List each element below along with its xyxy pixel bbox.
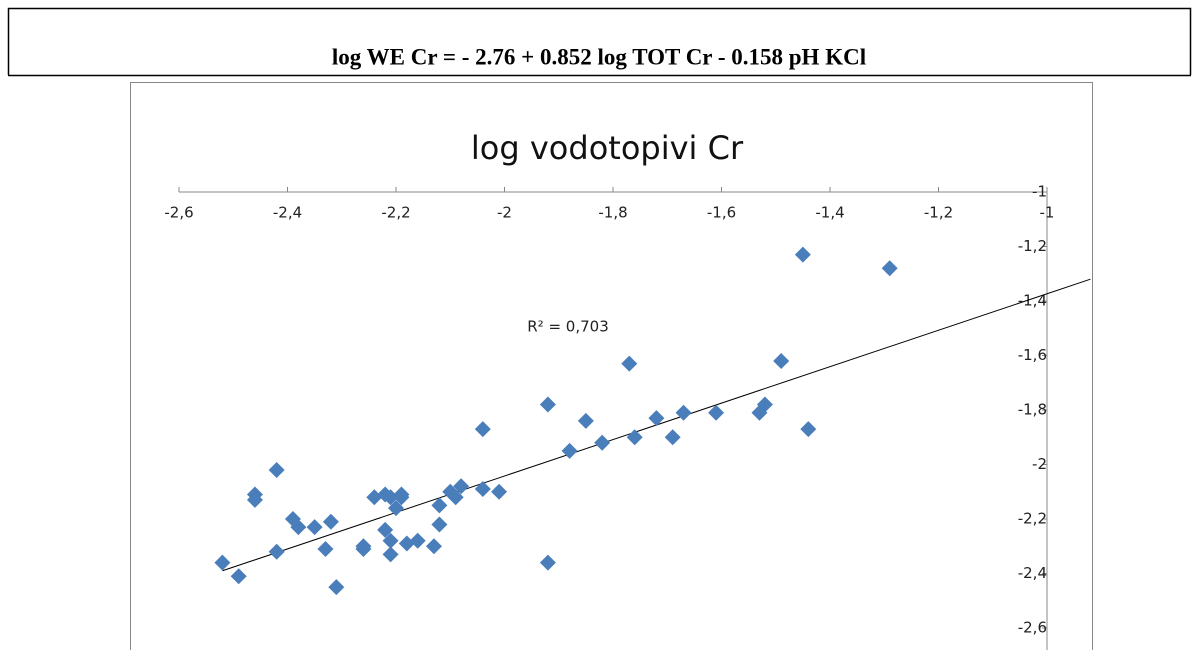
x-tick-label: -2,4 [273, 204, 302, 222]
data-point [366, 489, 383, 506]
data-point [393, 486, 410, 503]
y-tick-label: -2,4 [1018, 564, 1047, 582]
data-point [306, 519, 323, 536]
x-tick-label: -2 [497, 204, 512, 222]
x-tick-label: -1,6 [707, 204, 736, 222]
equation: log WE Cr = - 2.76 + 0.852 log TOT Cr - … [332, 44, 866, 69]
y-tick-label: -1,4 [1018, 292, 1047, 310]
data-point [800, 421, 817, 438]
data-point [447, 489, 464, 506]
data-point [317, 540, 334, 557]
y-tick-label: -2,6 [1018, 619, 1047, 637]
data-point [214, 554, 231, 571]
data-point [648, 410, 665, 427]
data-point [246, 491, 263, 508]
data-point [621, 355, 638, 372]
data-point [708, 404, 725, 421]
data-point [539, 396, 556, 413]
data-point [355, 540, 372, 557]
chart-frame [130, 82, 1093, 650]
document-frame [7, 7, 1192, 77]
data-point [268, 461, 285, 478]
data-point [794, 246, 811, 263]
x-tick-label: -2,2 [381, 204, 410, 222]
data-point [491, 483, 508, 500]
chart-title: log vodotopivi Cr [471, 129, 744, 167]
x-tick-label: -1 [1040, 204, 1055, 222]
data-point [431, 497, 448, 514]
x-tick-label: -2,6 [164, 204, 193, 222]
data-point [322, 513, 339, 530]
data-point [398, 535, 415, 552]
data-point [675, 404, 692, 421]
data-point [377, 521, 394, 538]
data-point [409, 532, 426, 549]
data-point [577, 412, 594, 429]
data-point [425, 538, 442, 555]
data-point [382, 532, 399, 549]
r-squared-annotation: R² = 0,703 [527, 318, 608, 336]
y-tick-label: -2 [1032, 455, 1047, 473]
data-point [230, 568, 247, 585]
data-point [382, 546, 399, 563]
data-point [626, 429, 643, 446]
data-point [594, 434, 611, 451]
data-point [290, 519, 307, 536]
data-point [474, 421, 491, 438]
data-point [328, 579, 345, 596]
data-point [431, 516, 448, 533]
y-tick-label: -1,2 [1018, 237, 1047, 255]
y-tick-label: -1 [1032, 183, 1047, 201]
data-point [268, 543, 285, 560]
data-point [773, 352, 790, 369]
y-tick-label: -1,6 [1018, 346, 1047, 364]
data-point [664, 429, 681, 446]
x-tick-label: -1,8 [598, 204, 627, 222]
data-point [453, 478, 470, 495]
x-tick-label: -1,4 [815, 204, 844, 222]
data-point [561, 442, 578, 459]
data-point [388, 500, 404, 517]
y-tick-label: -1,8 [1018, 401, 1047, 419]
x-tick-label: -1,2 [924, 204, 953, 222]
data-point [474, 481, 491, 498]
data-point [382, 489, 399, 506]
y-tick-label: -2,2 [1018, 510, 1047, 528]
data-point [756, 396, 773, 413]
data-point [539, 554, 556, 571]
data-point [881, 260, 898, 277]
